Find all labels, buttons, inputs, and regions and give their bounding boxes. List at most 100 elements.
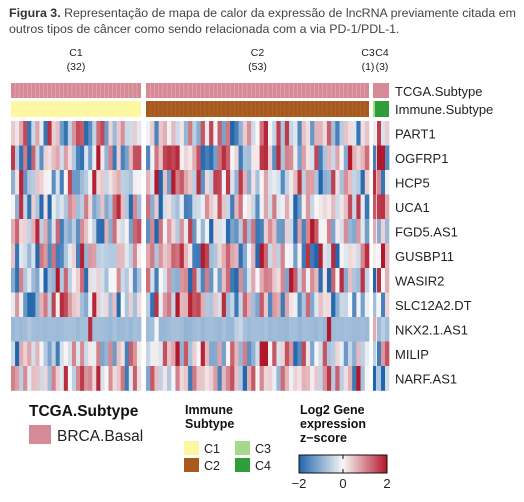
heatmap-cell xyxy=(136,292,142,318)
heatmap-cell xyxy=(268,145,273,171)
heatmap-cell xyxy=(11,243,16,269)
heatmap-cell xyxy=(259,219,265,244)
heatmap-cell xyxy=(204,366,210,391)
heatmap-cell xyxy=(268,121,273,146)
heatmap-cell xyxy=(213,121,218,146)
heatmap-cell xyxy=(100,121,105,146)
heatmap-cell xyxy=(120,121,126,146)
heatmap-cell xyxy=(238,145,244,171)
heatmap-cell xyxy=(167,121,172,146)
heatmap-cell xyxy=(326,243,332,269)
heatmap-cell xyxy=(35,268,40,293)
heatmap-cell xyxy=(175,121,181,146)
heatmap-cell xyxy=(360,170,366,195)
heatmap-cell xyxy=(23,341,28,367)
heatmap-cell xyxy=(192,366,197,391)
heatmap-cell xyxy=(217,121,223,146)
heatmap-cell xyxy=(15,292,20,318)
heatmap-cell xyxy=(385,268,390,293)
group-count-c4: (3) xyxy=(376,61,389,73)
heatmap-cell xyxy=(104,366,109,391)
heatmap-cell xyxy=(171,243,176,269)
legend-immune-item-c4: C4 xyxy=(255,459,271,473)
heatmap-cell xyxy=(171,219,176,244)
heatmap-cell xyxy=(204,292,210,318)
heatmap-cell xyxy=(80,194,85,220)
heatmap-cell xyxy=(268,219,273,244)
heatmap-cell xyxy=(31,170,36,195)
heatmap-cell xyxy=(318,121,324,146)
heatmap-cell xyxy=(310,145,315,171)
heatmap-cell xyxy=(112,317,117,342)
heatmap-cell xyxy=(272,292,277,318)
heatmap-cell xyxy=(347,292,353,318)
heatmap-cell xyxy=(39,170,44,195)
heatmap-cell xyxy=(293,243,298,269)
heatmap-cell xyxy=(104,170,109,195)
heatmap-cell xyxy=(293,170,298,195)
heatmap-cell xyxy=(263,121,269,146)
heatmap-cell xyxy=(84,341,89,367)
heatmap-cell xyxy=(347,243,353,269)
heatmap-cell xyxy=(188,170,193,195)
heatmap-cell xyxy=(192,292,197,318)
heatmap-cell xyxy=(230,194,235,220)
heatmap-cell xyxy=(47,121,52,146)
heatmap-cell xyxy=(381,145,386,171)
heatmap-cell xyxy=(120,194,126,220)
heatmap-cell xyxy=(310,292,315,318)
heatmap-cell xyxy=(305,341,311,367)
heatmap-cell xyxy=(234,268,239,293)
heatmap-cell xyxy=(196,170,202,195)
heatmap-cell xyxy=(301,317,307,342)
heatmap-cell xyxy=(217,194,223,220)
heatmap-cell xyxy=(331,268,336,293)
gene-label-narf-as1: NARF.AS1 xyxy=(395,371,457,386)
heatmap-cell xyxy=(84,121,89,146)
heatmap-cell xyxy=(88,341,93,367)
heatmap-cell xyxy=(238,366,244,391)
heatmap-cell xyxy=(200,317,206,342)
heatmap-cell xyxy=(23,170,28,195)
heatmap-cell xyxy=(67,121,73,146)
heatmap-cell xyxy=(343,366,349,391)
heatmap-cell xyxy=(234,170,239,195)
heatmap-cell xyxy=(47,292,52,318)
heatmap-cell xyxy=(92,292,97,318)
heatmap-cell xyxy=(124,341,130,367)
heatmap-cell xyxy=(104,268,109,293)
heatmap-cell xyxy=(289,243,294,269)
heatmap-cell xyxy=(136,243,142,269)
heatmap-cell xyxy=(51,341,57,367)
heatmap-cell xyxy=(71,317,77,342)
colorbar-segment xyxy=(345,455,348,473)
heatmap-cell xyxy=(255,292,260,318)
heatmap-cell xyxy=(158,219,164,244)
heatmap-cell xyxy=(263,341,269,367)
heatmap-cell xyxy=(251,219,256,244)
heatmap-cell xyxy=(51,145,57,171)
heatmap-cell xyxy=(234,366,239,391)
heatmap-cell xyxy=(59,170,65,195)
colorbar-segment xyxy=(311,455,314,473)
heatmap-cell xyxy=(19,219,24,244)
heatmap-cell xyxy=(55,219,61,244)
heatmap-cell xyxy=(347,341,353,367)
heatmap-cell xyxy=(175,317,181,342)
colorbar-segment xyxy=(353,455,356,473)
heatmap-cell xyxy=(146,170,151,195)
colorbar-segment xyxy=(315,455,318,473)
heatmap-cell xyxy=(188,366,193,391)
heatmap-cell xyxy=(183,268,189,293)
heatmap-cell xyxy=(162,194,168,220)
heatmap-cell xyxy=(167,341,172,367)
colorbar-segment xyxy=(335,455,338,473)
heatmap-cell xyxy=(51,219,57,244)
heatmap-cell xyxy=(19,366,24,391)
heatmap-cell xyxy=(272,194,277,220)
heatmap-cell xyxy=(360,243,366,269)
heatmap-cell xyxy=(67,219,73,244)
heatmap-cell xyxy=(263,194,269,220)
heatmap-cell xyxy=(331,243,336,269)
heatmap-cell xyxy=(146,317,151,342)
